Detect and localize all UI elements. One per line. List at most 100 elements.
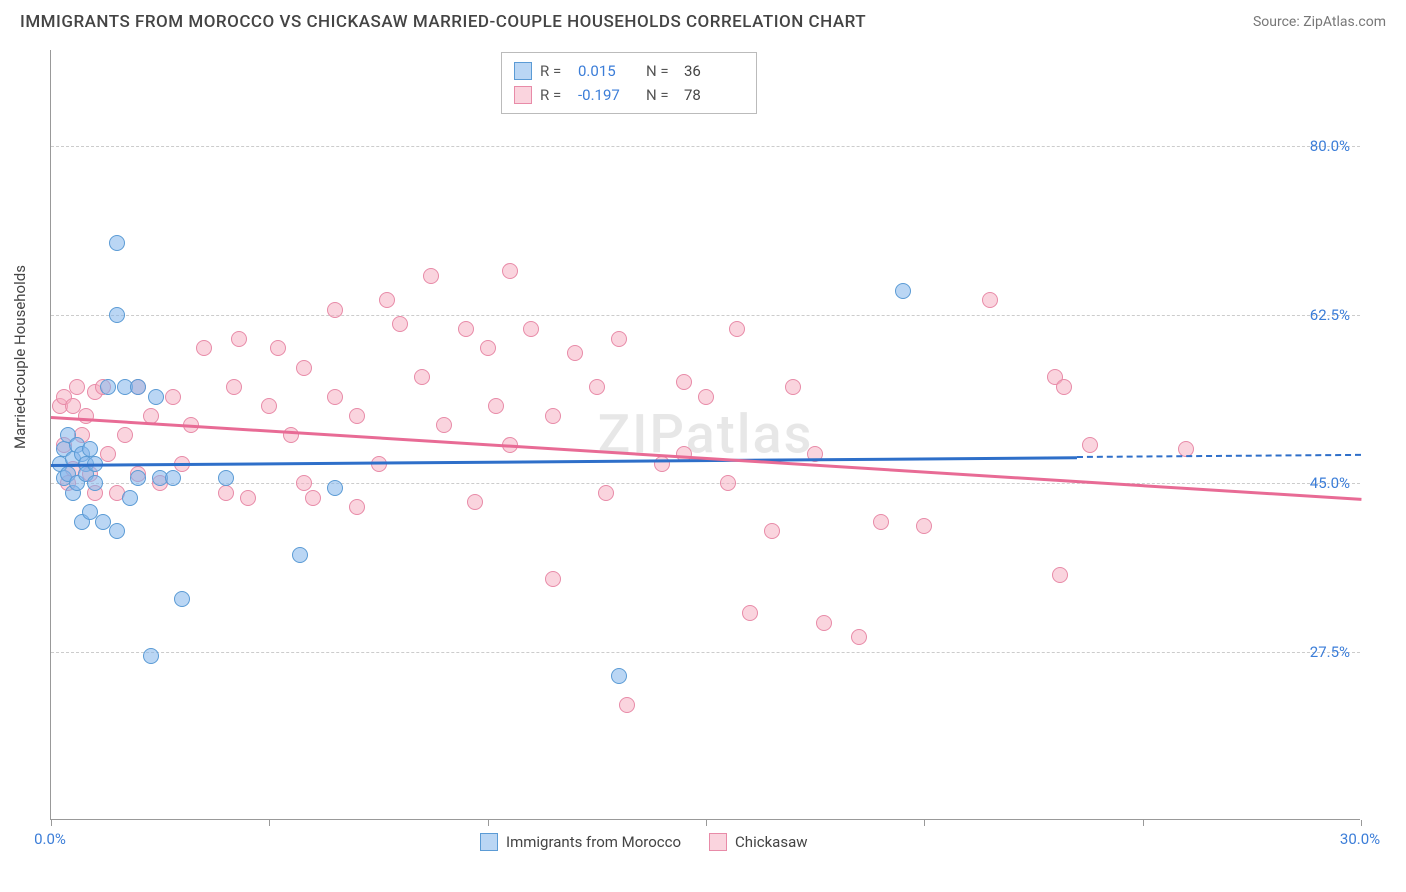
data-point — [488, 398, 504, 414]
data-point — [100, 446, 116, 462]
data-point — [458, 321, 474, 337]
data-point — [436, 417, 452, 433]
legend-swatch — [514, 62, 532, 80]
data-point — [226, 379, 242, 395]
x-tick-mark — [706, 820, 707, 826]
data-point — [851, 629, 867, 645]
data-point — [589, 379, 605, 395]
data-point — [611, 331, 627, 347]
data-point — [261, 398, 277, 414]
data-point — [379, 292, 395, 308]
data-point — [196, 340, 212, 356]
data-point — [165, 389, 181, 405]
data-point — [895, 283, 911, 299]
legend-swatch — [514, 86, 532, 104]
data-point — [130, 379, 146, 395]
y-tick-label: 45.0% — [1310, 474, 1350, 492]
y-tick-label: 80.0% — [1310, 137, 1350, 155]
correlation-legend: R = 0.015 N = 36R =-0.197N =78 — [501, 52, 757, 114]
data-point — [502, 263, 518, 279]
data-point — [174, 591, 190, 607]
x-tick-mark — [1143, 820, 1144, 826]
data-point — [296, 475, 312, 491]
data-point — [619, 697, 635, 713]
data-point — [240, 490, 256, 506]
data-point — [148, 389, 164, 405]
r-label: R = — [540, 83, 570, 107]
data-point — [296, 360, 312, 376]
data-point — [165, 470, 181, 486]
x-tick-label: 30.0% — [1340, 830, 1380, 848]
r-label: R = — [540, 59, 570, 83]
y-axis-label: Married-couple Households — [11, 265, 29, 449]
data-point — [109, 235, 125, 251]
data-point — [467, 494, 483, 510]
x-tick-mark — [924, 820, 925, 826]
data-point — [785, 379, 801, 395]
data-point — [545, 408, 561, 424]
data-point — [78, 408, 94, 424]
x-tick-mark — [488, 820, 489, 826]
data-point — [327, 389, 343, 405]
data-point — [764, 523, 780, 539]
data-point — [122, 490, 138, 506]
data-point — [545, 571, 561, 587]
series-legend: Immigrants from Morocco Chickasaw — [480, 833, 808, 851]
legend-series-label: Chickasaw — [735, 833, 807, 851]
data-point — [720, 475, 736, 491]
legend-stat-row: R =-0.197N =78 — [514, 83, 744, 107]
data-point — [109, 307, 125, 323]
legend-series-item: Chickasaw — [709, 833, 807, 851]
gridline-h — [51, 315, 1360, 316]
data-point — [349, 408, 365, 424]
data-point — [654, 456, 670, 472]
gridline-h — [51, 146, 1360, 147]
data-point — [87, 475, 103, 491]
data-point — [305, 490, 321, 506]
data-point — [1052, 567, 1068, 583]
data-point — [283, 427, 299, 443]
data-point — [69, 379, 85, 395]
data-point — [742, 605, 758, 621]
legend-swatch — [709, 833, 727, 851]
n-value: 36 — [684, 59, 744, 83]
chart-title: IMMIGRANTS FROM MOROCCO VS CHICKASAW MAR… — [20, 12, 866, 32]
data-point — [414, 369, 430, 385]
data-point — [143, 648, 159, 664]
data-point — [676, 374, 692, 390]
data-point — [916, 518, 932, 534]
data-point — [611, 668, 627, 684]
data-point — [392, 316, 408, 332]
r-value: 0.015 — [578, 59, 638, 83]
data-point — [130, 470, 146, 486]
data-point — [423, 268, 439, 284]
source-attribution: Source: ZipAtlas.com — [1253, 14, 1386, 30]
legend-stat-row: R = 0.015 N = 36 — [514, 59, 744, 83]
data-point — [698, 389, 714, 405]
x-tick-label: 0.0% — [34, 830, 66, 848]
n-label: N = — [646, 59, 676, 83]
data-point — [218, 485, 234, 501]
data-point — [117, 427, 133, 443]
n-value: 78 — [684, 83, 744, 107]
scatter-plot-area: ZIPatlas R =0.015N =36R =-0.197N =78 80.… — [50, 50, 1360, 820]
data-point — [270, 340, 286, 356]
data-point — [982, 292, 998, 308]
trend-line — [51, 416, 1361, 500]
legend-series-item: Immigrants from Morocco — [480, 833, 681, 851]
trend-line — [51, 456, 1077, 466]
data-point — [567, 345, 583, 361]
data-point — [480, 340, 496, 356]
data-point — [523, 321, 539, 337]
data-point — [231, 331, 247, 347]
y-tick-label: 62.5% — [1310, 306, 1350, 324]
legend-series-label: Immigrants from Morocco — [506, 833, 681, 851]
data-point — [109, 523, 125, 539]
x-tick-mark — [1361, 820, 1362, 826]
data-point — [327, 302, 343, 318]
data-point — [873, 514, 889, 530]
data-point — [292, 547, 308, 563]
data-point — [816, 615, 832, 631]
gridline-h — [51, 483, 1360, 484]
x-tick-mark — [51, 820, 52, 826]
